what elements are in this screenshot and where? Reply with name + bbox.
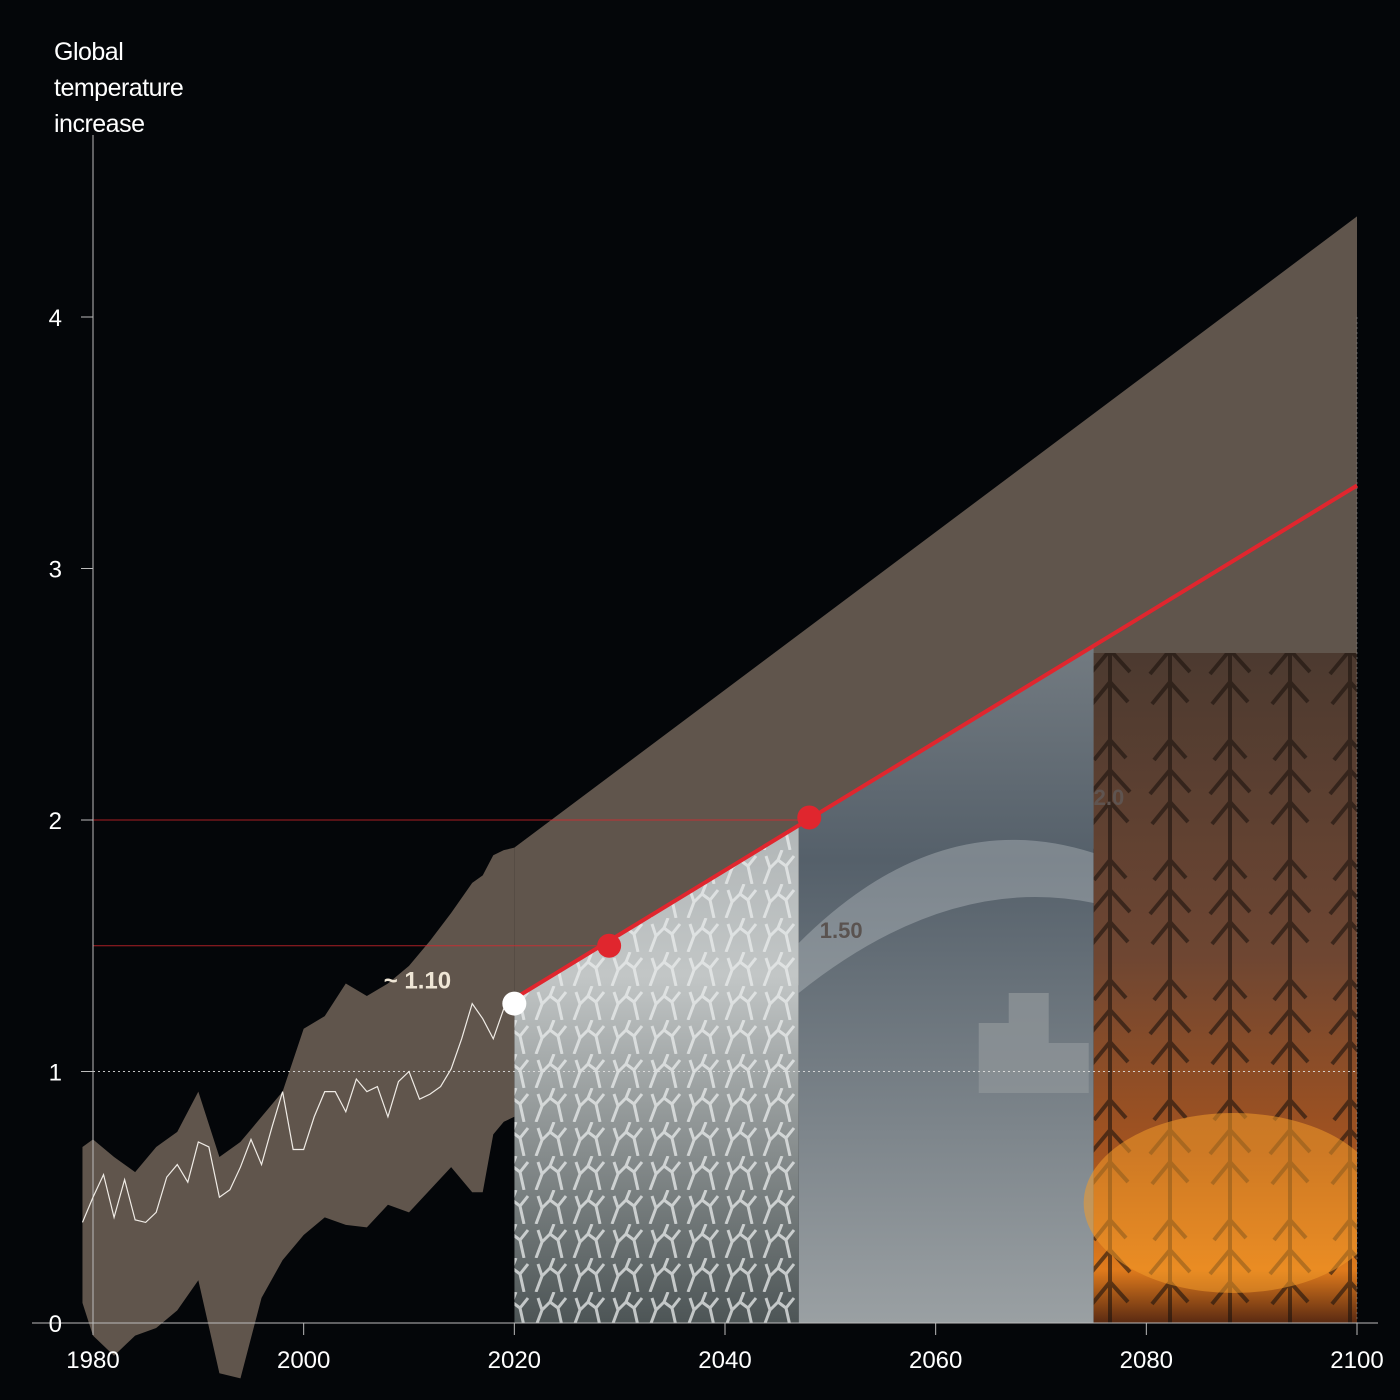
value-annotation: 2.0 bbox=[1094, 785, 1125, 810]
y-tick-label: 3 bbox=[49, 557, 62, 584]
data-point-marker bbox=[597, 933, 622, 958]
y-tick-label: 2 bbox=[49, 808, 62, 835]
data-point-marker bbox=[502, 991, 527, 1016]
city-skyline-shape bbox=[978, 993, 1089, 1093]
data-point-marker bbox=[797, 805, 822, 830]
observed-temperature-line bbox=[81, 1002, 505, 1224]
value-annotation: 1.50 bbox=[820, 918, 863, 943]
x-tick-label: 1980 bbox=[66, 1347, 119, 1374]
value-annotation: ~ 1.10 bbox=[384, 968, 451, 995]
x-tick-label: 2060 bbox=[909, 1347, 962, 1374]
y-tick-label: 4 bbox=[49, 305, 62, 332]
observed-range-band bbox=[82, 847, 515, 1379]
y-tick-label: 1 bbox=[49, 1060, 62, 1087]
y-axis-label-line: increase bbox=[54, 110, 145, 138]
x-tick-label: 2020 bbox=[488, 1347, 541, 1374]
x-tick-label: 2100 bbox=[1330, 1347, 1383, 1374]
wave-crest-shape bbox=[798, 839, 1094, 993]
x-tick-label: 2080 bbox=[1120, 1347, 1173, 1374]
projection-line bbox=[513, 483, 1359, 1001]
x-tick-label: 2000 bbox=[277, 1347, 330, 1374]
fire-glow-shape bbox=[1083, 1113, 1357, 1293]
y-axis-label-line: Global bbox=[54, 38, 124, 66]
y-axis-label: Global temperature increase bbox=[54, 34, 184, 142]
x-tick-label: 2040 bbox=[698, 1347, 751, 1374]
y-tick-label: 0 bbox=[49, 1311, 62, 1338]
y-axis-label-line: temperature bbox=[54, 74, 184, 102]
